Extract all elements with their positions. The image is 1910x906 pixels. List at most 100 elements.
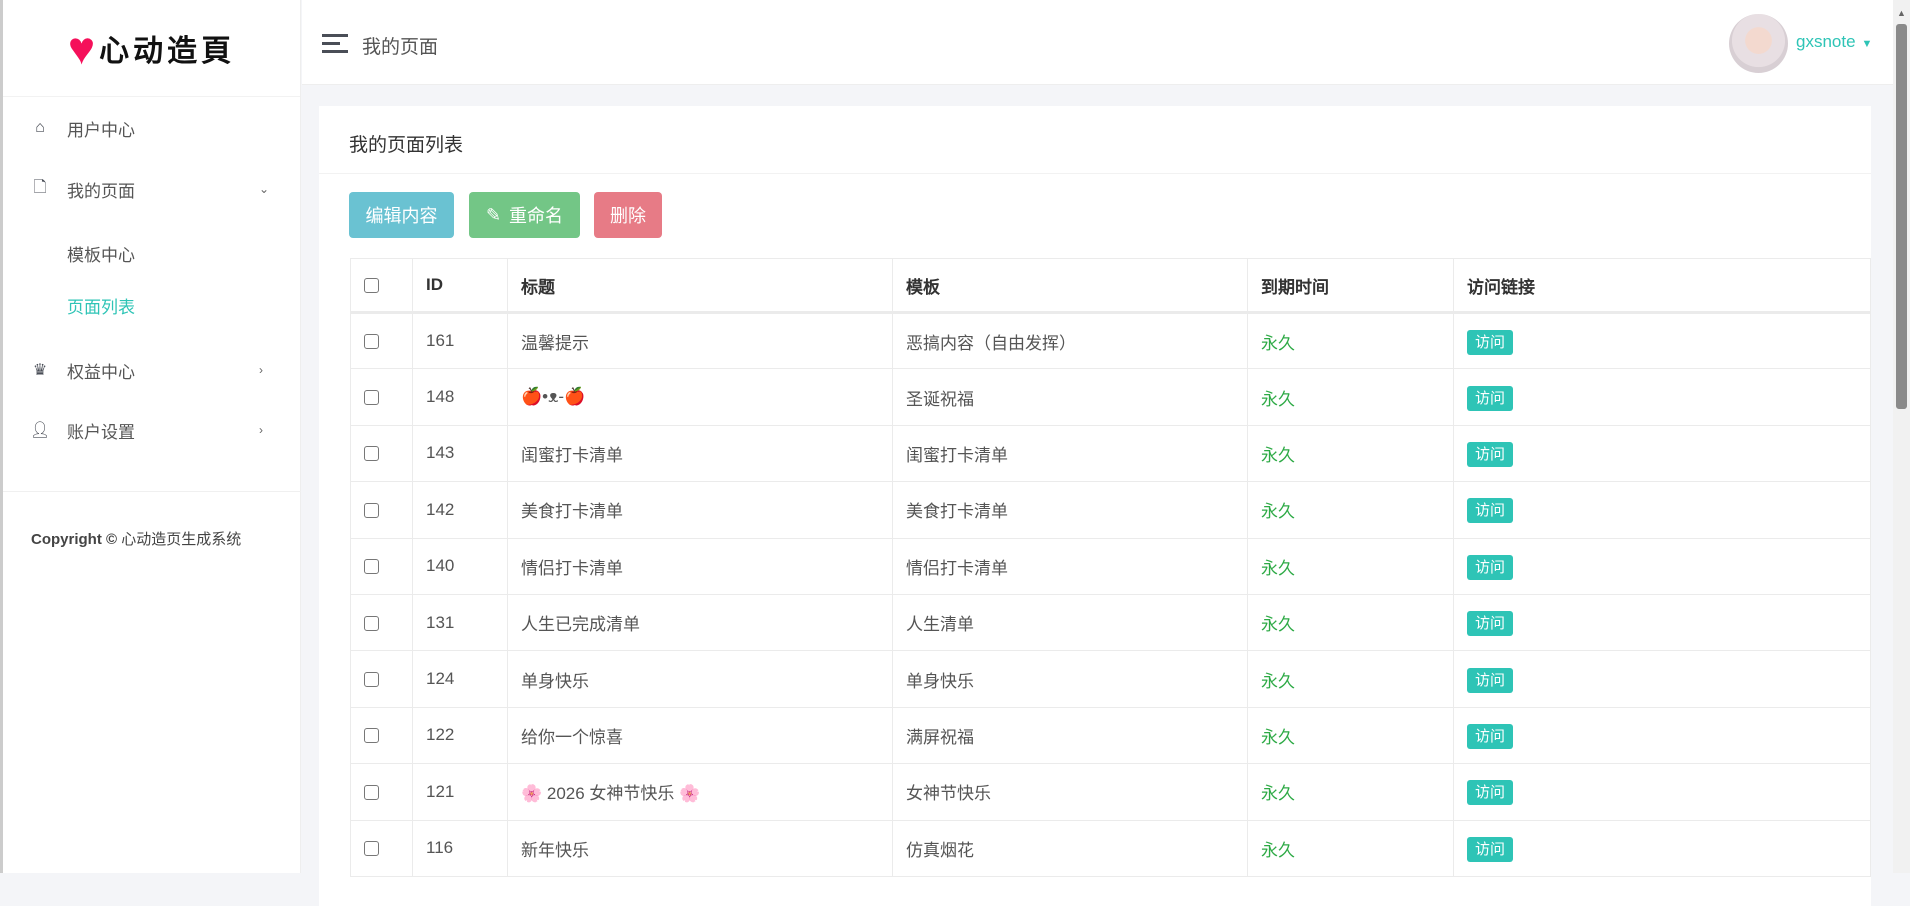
template-cell: 人生清单 bbox=[892, 593, 1248, 652]
pages-table: ID 标题 模板 到期时间 访问链接 161 温馨提示 恶搞内容（自由发挥） 永… bbox=[350, 258, 1871, 877]
column-header: ID bbox=[412, 258, 508, 314]
header-title: 我的页面 bbox=[362, 37, 439, 58]
sidebar-item-user-center[interactable]: ⌂ 用户中心 bbox=[3, 103, 301, 153]
title-cell: 🌸 2026 女神节快乐 🌸 bbox=[507, 763, 893, 821]
table-row: 116 新年快乐 仿真烟花 永久 访问 bbox=[350, 819, 1871, 877]
table-row: 148 🍎•ᴥ-🍎 圣诞祝福 永久 访问 bbox=[350, 368, 1871, 426]
chevron-right-icon: › bbox=[259, 363, 263, 377]
row-checkbox[interactable] bbox=[364, 390, 379, 406]
button-label: 删除 bbox=[610, 206, 646, 226]
title-cell: 情侣打卡清单 bbox=[507, 537, 893, 595]
row-checkbox[interactable] bbox=[364, 841, 379, 857]
id-cell: 140 bbox=[412, 537, 508, 595]
title-cell: 🍎•ᴥ-🍎 bbox=[507, 368, 893, 426]
table-row: 124 单身快乐 单身快乐 永久 访问 bbox=[350, 650, 1871, 708]
id-cell: 121 bbox=[412, 763, 508, 821]
visit-button[interactable]: 访问 bbox=[1467, 836, 1514, 862]
expire-cell: 永久 bbox=[1247, 819, 1454, 877]
sidebar-item-template-center[interactable]: 模板中心 bbox=[3, 228, 301, 278]
table-row: 140 情侣打卡清单 情侣打卡清单 永久 访问 bbox=[350, 537, 1871, 595]
menu-toggle-icon[interactable] bbox=[322, 34, 348, 53]
title-cell: 人生已完成清单 bbox=[507, 593, 893, 652]
edit-content-button[interactable]: 编辑内容 bbox=[349, 192, 454, 238]
row-checkbox[interactable] bbox=[364, 559, 379, 575]
id-cell: 124 bbox=[412, 650, 508, 708]
template-cell: 圣诞祝福 bbox=[892, 368, 1248, 426]
sidebar-item-label: 账户设置 bbox=[67, 422, 135, 442]
visit-button[interactable]: 访问 bbox=[1467, 780, 1514, 806]
row-checkbox[interactable] bbox=[364, 502, 379, 518]
expire-cell: 永久 bbox=[1247, 763, 1454, 821]
user-menu[interactable]: gxsnote ▼ bbox=[1796, 32, 1872, 52]
template-cell: 闺蜜打卡清单 bbox=[892, 424, 1248, 483]
visit-button[interactable]: 访问 bbox=[1467, 385, 1514, 411]
table-row: 142 美食打卡清单 美食打卡清单 永久 访问 bbox=[350, 481, 1871, 539]
divider bbox=[319, 173, 1871, 174]
link-cell: 访问 bbox=[1453, 593, 1871, 652]
row-checkbox[interactable] bbox=[364, 334, 379, 350]
button-label: 重命名 bbox=[509, 206, 564, 226]
avatar[interactable] bbox=[1729, 14, 1788, 73]
logo[interactable]: ♥ 心动造頁 bbox=[3, 0, 300, 97]
user-icon: 👤︎ bbox=[30, 422, 51, 439]
select-cell bbox=[350, 763, 413, 821]
delete-button[interactable]: 删除 bbox=[594, 192, 662, 238]
select-all-checkbox[interactable] bbox=[364, 278, 379, 294]
table-row: 121 🌸 2026 女神节快乐 🌸 女神节快乐 永久 访问 bbox=[350, 763, 1871, 821]
row-checkbox[interactable] bbox=[364, 784, 379, 800]
template-cell: 情侣打卡清单 bbox=[892, 537, 1248, 595]
caret-down-icon: ▼ bbox=[1861, 38, 1873, 50]
column-header: 到期时间 bbox=[1247, 258, 1454, 314]
sidebar-item-my-pages[interactable]: 🗋 我的页面 ⌄ bbox=[3, 164, 301, 214]
sidebar-item-account[interactable]: 👤︎ 账户设置 › bbox=[3, 405, 301, 455]
visit-button[interactable]: 访问 bbox=[1467, 329, 1514, 355]
expire-cell: 永久 bbox=[1247, 706, 1454, 765]
select-cell bbox=[350, 368, 413, 426]
link-cell: 访问 bbox=[1453, 537, 1871, 595]
id-cell: 116 bbox=[412, 819, 508, 877]
scroll-up-icon[interactable]: ▲ bbox=[1897, 8, 1906, 18]
link-cell: 访问 bbox=[1453, 763, 1871, 821]
expire-cell: 永久 bbox=[1247, 311, 1454, 370]
row-checkbox[interactable] bbox=[364, 446, 379, 462]
visit-button[interactable]: 访问 bbox=[1467, 498, 1514, 524]
title-cell: 新年快乐 bbox=[507, 819, 893, 877]
title-cell: 闺蜜打卡清单 bbox=[507, 424, 893, 483]
select-cell bbox=[350, 706, 413, 765]
select-cell bbox=[350, 311, 413, 370]
title-cell: 美食打卡清单 bbox=[507, 481, 893, 539]
row-checkbox[interactable] bbox=[364, 672, 379, 688]
card-title: 我的页面列表 bbox=[349, 135, 464, 156]
pencil-icon: ✎ bbox=[485, 204, 502, 225]
row-checkbox[interactable] bbox=[364, 728, 379, 744]
select-cell bbox=[350, 650, 413, 708]
title-cell: 温馨提示 bbox=[507, 311, 893, 370]
table-row: 161 温馨提示 恶搞内容（自由发挥） 永久 访问 bbox=[350, 311, 1871, 370]
visit-button[interactable]: 访问 bbox=[1467, 611, 1514, 637]
crown-icon: ♛ bbox=[32, 362, 48, 379]
visit-button[interactable]: 访问 bbox=[1467, 723, 1514, 749]
link-cell: 访问 bbox=[1453, 424, 1871, 483]
sidebar-item-benefits[interactable]: ♛ 权益中心 › bbox=[3, 345, 301, 395]
visit-button[interactable]: 访问 bbox=[1467, 667, 1514, 693]
template-cell: 满屏祝福 bbox=[892, 706, 1248, 765]
chevron-right-icon: › bbox=[259, 423, 263, 437]
table-row: 131 人生已完成清单 人生清单 永久 访问 bbox=[350, 593, 1871, 652]
visit-button[interactable]: 访问 bbox=[1467, 554, 1514, 580]
template-cell: 单身快乐 bbox=[892, 650, 1248, 708]
id-cell: 143 bbox=[412, 424, 508, 483]
scrollbar[interactable]: ▲ bbox=[1893, 0, 1910, 873]
sidebar-item-page-list[interactable]: 页面列表 bbox=[3, 280, 301, 330]
scrollbar-thumb[interactable] bbox=[1896, 24, 1907, 409]
row-checkbox[interactable] bbox=[364, 615, 379, 631]
id-cell: 142 bbox=[412, 481, 508, 539]
visit-button[interactable]: 访问 bbox=[1467, 441, 1514, 467]
column-header: 访问链接 bbox=[1453, 258, 1871, 314]
copyright-text: 心动造页生成系统 bbox=[121, 531, 242, 548]
link-cell: 访问 bbox=[1453, 706, 1871, 765]
link-cell: 访问 bbox=[1453, 819, 1871, 877]
copyright-label: Copyright © bbox=[31, 531, 118, 548]
table-header: ID 标题 模板 到期时间 访问链接 bbox=[350, 258, 1871, 314]
rename-button[interactable]: ✎ 重命名 bbox=[469, 192, 580, 238]
select-cell bbox=[350, 537, 413, 595]
